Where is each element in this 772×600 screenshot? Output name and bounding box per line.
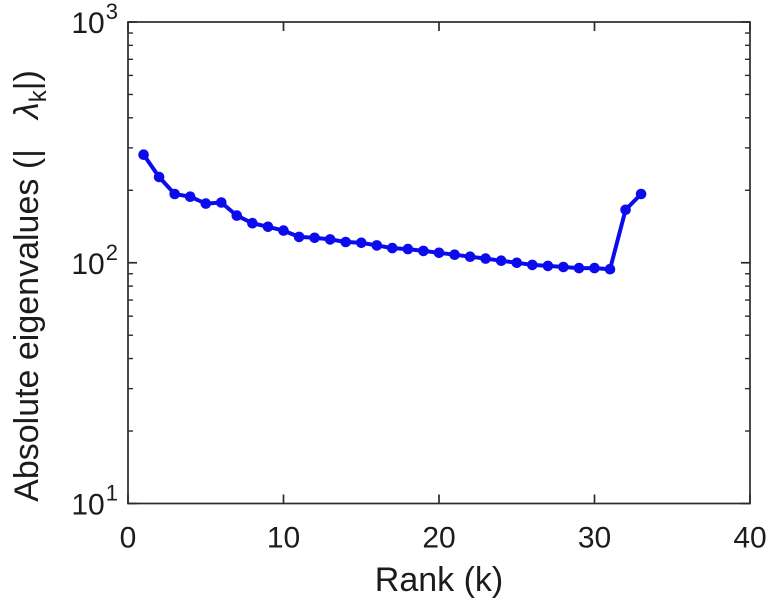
data-point-marker xyxy=(527,259,538,271)
data-point-marker xyxy=(573,262,585,274)
x-tick-label: 40 xyxy=(733,522,766,555)
eigenvalue-series xyxy=(138,149,647,275)
data-point-marker xyxy=(216,197,227,208)
data-point-marker xyxy=(356,237,367,249)
y-tick-label: 101 xyxy=(71,481,118,522)
data-point-marker xyxy=(309,232,320,244)
y-tick-label: 103 xyxy=(71,0,118,40)
data-point-marker xyxy=(200,198,212,209)
y-tick-base: 10 xyxy=(71,7,104,40)
data-point-marker xyxy=(542,260,554,272)
data-point-marker xyxy=(324,234,336,245)
data-point-marker xyxy=(293,231,305,243)
y-axis-label-prefix: Absolute eigenvalues (| xyxy=(8,149,46,502)
data-point-marker xyxy=(371,240,383,251)
data-point-marker xyxy=(262,221,274,233)
y-axis-label: Absolute eigenvalues (| λk|) xyxy=(8,70,52,502)
data-point-marker xyxy=(153,171,165,183)
y-tick-exponent: 2 xyxy=(106,240,118,265)
data-point-marker xyxy=(340,236,352,248)
data-point-marker xyxy=(635,188,647,200)
y-tick-base: 10 xyxy=(71,248,104,281)
y-axis-label-suffix: |) xyxy=(8,70,46,90)
data-point-marker xyxy=(433,247,445,259)
x-tick-label: 30 xyxy=(578,522,611,555)
x-tick-label: 0 xyxy=(120,522,137,555)
data-point-marker xyxy=(480,253,491,264)
data-point-marker xyxy=(169,188,180,200)
data-point-marker xyxy=(184,191,196,202)
data-point-marker xyxy=(620,204,631,216)
x-axis-label: Rank (k) xyxy=(375,561,503,599)
y-minor-ticks xyxy=(128,32,750,432)
data-point-marker xyxy=(247,217,258,229)
x-tick-label: 10 xyxy=(267,522,300,555)
data-point-marker xyxy=(558,261,569,273)
y-tick-exponent: 3 xyxy=(106,0,118,24)
data-point-marker xyxy=(464,251,476,262)
data-point-marker xyxy=(495,255,507,266)
data-point-marker xyxy=(449,249,460,260)
data-point-marker xyxy=(604,263,616,275)
data-point-marker xyxy=(418,245,429,257)
y-tick-label: 102 xyxy=(71,240,118,281)
data-point-marker xyxy=(402,243,414,255)
lambda-symbol: λ xyxy=(8,102,46,121)
x-tick-label: 20 xyxy=(422,522,455,555)
y-tick-base: 10 xyxy=(71,489,104,522)
lambda-subscript: k xyxy=(25,89,52,102)
data-point-marker xyxy=(589,262,600,274)
data-point-marker xyxy=(511,257,523,269)
major-ticks xyxy=(127,21,751,505)
data-point-marker xyxy=(138,149,149,160)
plot-box xyxy=(127,21,751,505)
y-tick-exponent: 1 xyxy=(106,481,118,506)
data-point-marker xyxy=(231,210,243,221)
data-point-marker xyxy=(387,242,398,254)
x-tick-labels: 0 10 20 30 40 xyxy=(120,522,767,555)
data-point-marker xyxy=(278,225,289,236)
